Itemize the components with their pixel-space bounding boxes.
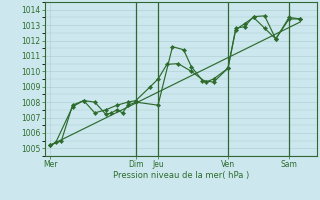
X-axis label: Pression niveau de la mer( hPa ): Pression niveau de la mer( hPa ) [113, 171, 249, 180]
